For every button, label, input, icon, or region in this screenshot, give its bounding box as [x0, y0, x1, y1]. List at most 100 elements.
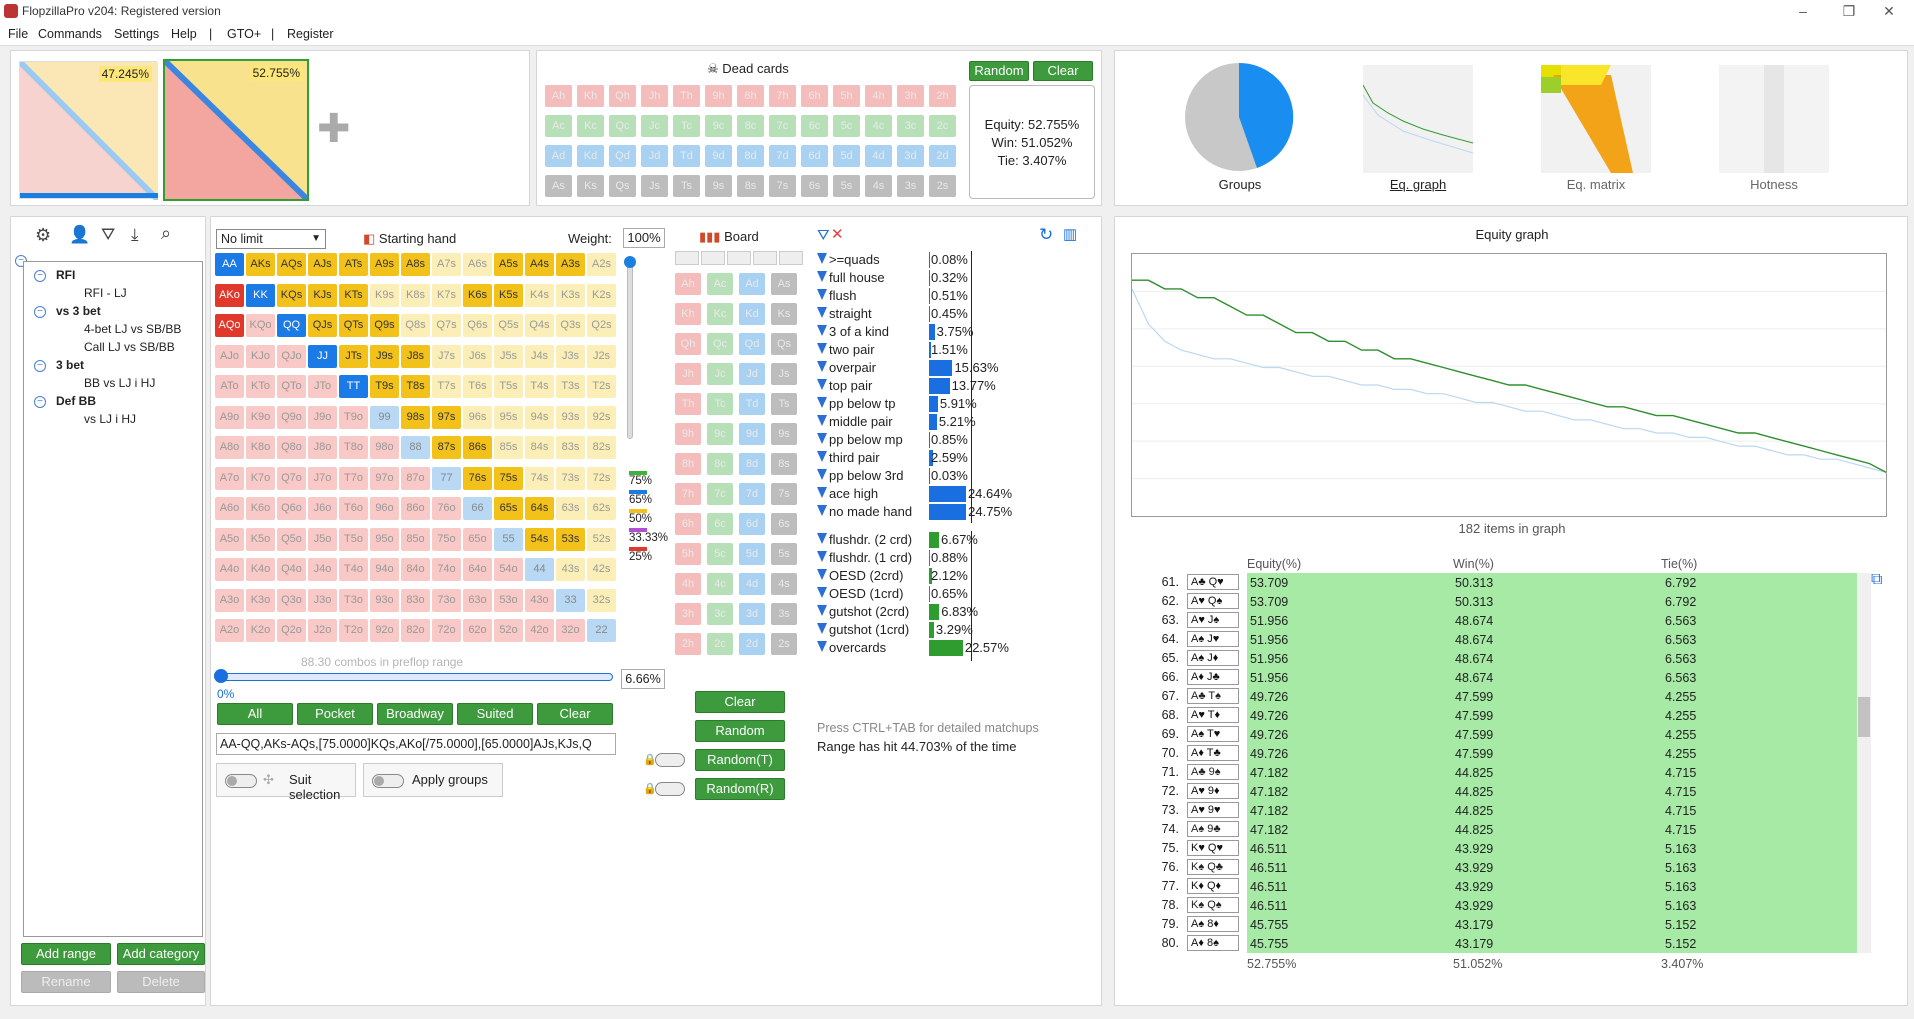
hand-cell-A4o[interactable]: A4o [215, 558, 244, 581]
board-card[interactable]: Qd [739, 333, 765, 355]
hand-cell-96s[interactable]: 96s [463, 405, 492, 429]
groups-label[interactable]: Groups [1218, 177, 1262, 192]
hand-cell-K8s[interactable]: K8s [401, 283, 430, 307]
board-card[interactable]: Ah [675, 273, 701, 295]
stat-row[interactable]: third pair 2.59% [817, 449, 1057, 467]
board-card[interactable]: 2s [771, 633, 797, 655]
board-card[interactable]: As [771, 273, 797, 295]
tree-item[interactable]: BB vs LJ i HJ [84, 376, 156, 390]
board-card[interactable]: 5c [707, 543, 733, 565]
table-row[interactable]: 72. A♥ 9♦ 47.182 44.825 4.715 [1139, 782, 1859, 801]
filter-icon[interactable] [817, 433, 827, 444]
filter-icon[interactable] [817, 623, 827, 634]
dead-card[interactable]: Jh [641, 85, 668, 107]
hand-cell-KQs[interactable]: KQs [277, 283, 306, 307]
board-card[interactable]: 5s [771, 543, 797, 565]
hotness-view[interactable] [1719, 65, 1829, 173]
stat-row[interactable]: top pair 13.77% [817, 377, 1057, 395]
hand-cell-Q4s[interactable]: Q4s [525, 314, 554, 337]
filter-icon[interactable] [817, 569, 827, 580]
chart-icon[interactable]: ▥ [1063, 226, 1078, 243]
hand-cell-63o[interactable]: 63o [463, 588, 492, 612]
settings-gear-icon[interactable]: ⚙ [35, 225, 52, 245]
hand-cell-K2s[interactable]: K2s [587, 283, 616, 307]
hand-cell-T5o[interactable]: T5o [339, 527, 368, 551]
hand-cell-85o[interactable]: 85o [401, 527, 430, 551]
hand-cell-J5s[interactable]: J5s [494, 344, 523, 368]
hand-cell-QJs[interactable]: QJs [308, 314, 337, 337]
hand-cell-T9s[interactable]: T9s [370, 375, 399, 398]
dead-card[interactable]: 5h [833, 85, 860, 107]
apply-groups-toggle[interactable] [372, 774, 404, 788]
hand-cell-52o[interactable]: 52o [494, 619, 523, 642]
hand-cell-J9o[interactable]: J9o [308, 405, 337, 429]
hand-cell-K4s[interactable]: K4s [525, 283, 554, 307]
hand-cell-33[interactable]: 33 [556, 588, 585, 612]
menu-file[interactable]: File [8, 27, 29, 41]
board-slot[interactable] [753, 251, 777, 265]
dead-card[interactable]: 2s [929, 175, 956, 197]
hand-cell-Q2s[interactable]: Q2s [587, 314, 616, 337]
stat-row[interactable]: OESD (1crd) 0.65% [817, 585, 1057, 603]
hand-cell-86o[interactable]: 86o [401, 497, 430, 520]
hand-cell-95o[interactable]: 95o [370, 527, 399, 551]
hand-cell-88[interactable]: 88 [401, 436, 430, 459]
table-row[interactable]: 71. A♣ 9♠ 47.182 44.825 4.715 [1139, 763, 1859, 782]
hand-cell-K9s[interactable]: K9s [370, 283, 399, 307]
hand-cell-A4s[interactable]: A4s [525, 253, 554, 276]
hand-cell-Q3o[interactable]: Q3o [277, 588, 306, 612]
board-card[interactable]: Kh [675, 303, 701, 325]
hand-cell-T7o[interactable]: T7o [339, 466, 368, 490]
board-card[interactable]: 8d [739, 453, 765, 475]
weight-slider-track[interactable] [627, 259, 633, 439]
search-icon[interactable]: ⌕ [161, 223, 172, 243]
tree-item[interactable]: vs LJ i HJ [84, 412, 137, 426]
hand-cell-JTo[interactable]: JTo [308, 375, 337, 398]
dead-card[interactable]: Ks [577, 175, 604, 197]
board-card[interactable]: 2c [707, 633, 733, 655]
refresh-icon[interactable]: ↻ [1039, 225, 1054, 244]
hand-cell-Q6s[interactable]: Q6s [463, 314, 492, 337]
hand-cell-AQo[interactable]: AQo [215, 314, 244, 337]
hand-cell-32o[interactable]: 32o [556, 619, 585, 642]
hand-cell-43s[interactable]: 43s [556, 558, 585, 581]
board-card[interactable]: Kd [739, 303, 765, 325]
range-string-input[interactable]: AA-QQ,AKs-AQs,[75.0000]KQs,AKo[/75.0000]… [216, 733, 616, 755]
eq-graph-label[interactable]: Eq. graph [1389, 177, 1447, 192]
board-card[interactable]: 9c [707, 423, 733, 445]
board-card[interactable]: 8s [771, 453, 797, 475]
select-pocket-button[interactable]: Pocket [297, 703, 373, 725]
hand-cell-94o[interactable]: 94o [370, 558, 399, 581]
dead-card[interactable]: 5d [833, 145, 860, 167]
dead-card[interactable]: 6c [801, 115, 828, 137]
range-slider-track[interactable] [217, 673, 613, 681]
hand-cell-T2s[interactable]: T2s [587, 375, 616, 398]
board-card[interactable]: 6d [739, 513, 765, 535]
col-win-header[interactable]: Win(%) [1453, 557, 1494, 571]
filter-icon[interactable] [817, 551, 827, 562]
dead-card[interactable]: 6s [801, 175, 828, 197]
scrollbar-thumb[interactable] [1858, 697, 1870, 737]
stat-row[interactable]: flushdr. (2 crd) 6.67% [817, 531, 1057, 549]
tree-item[interactable]: Call LJ vs SB/BB [84, 340, 175, 354]
hand-cell-76s[interactable]: 76s [463, 466, 492, 490]
hand-cell-KTs[interactable]: KTs [339, 283, 368, 307]
hand-cell-J8s[interactable]: J8s [401, 344, 430, 368]
stat-row[interactable]: ace high 24.64% [817, 485, 1057, 503]
hand-cell-J4s[interactable]: J4s [525, 344, 554, 368]
board-card[interactable]: 7c [707, 483, 733, 505]
dead-card[interactable]: 7s [769, 175, 796, 197]
board-card[interactable]: 3d [739, 603, 765, 625]
dead-card[interactable]: 3d [897, 145, 924, 167]
hand-cell-62o[interactable]: 62o [463, 619, 492, 642]
hand-cell-A9o[interactable]: A9o [215, 405, 244, 429]
board-card[interactable]: 4s [771, 573, 797, 595]
dead-card[interactable]: Ah [545, 85, 572, 107]
hand-cell-93s[interactable]: 93s [556, 405, 585, 429]
hand-cell-J7o[interactable]: J7o [308, 466, 337, 490]
filter-icon[interactable] [817, 587, 827, 598]
select-all-button[interactable]: All [217, 703, 293, 725]
table-row[interactable]: 69. A♠ T♥ 49.726 47.599 4.255 [1139, 725, 1859, 744]
board-card[interactable]: Th [675, 393, 701, 415]
hand-cell-99[interactable]: 99 [370, 405, 399, 429]
